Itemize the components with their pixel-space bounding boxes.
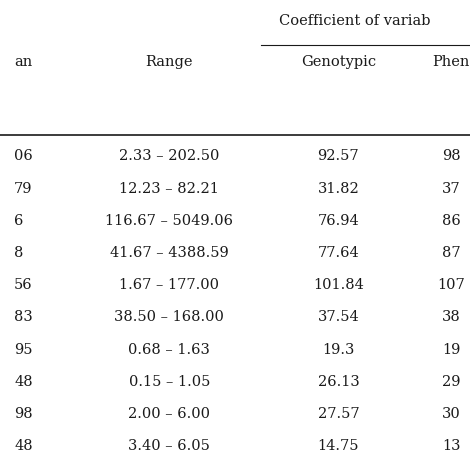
Text: Range: Range bbox=[146, 55, 193, 69]
Text: Phen: Phen bbox=[432, 55, 470, 69]
Text: 31.82: 31.82 bbox=[318, 182, 359, 196]
Text: 27.57: 27.57 bbox=[318, 407, 359, 421]
Text: an: an bbox=[14, 55, 32, 69]
Text: 13: 13 bbox=[442, 439, 460, 454]
Text: 77.64: 77.64 bbox=[318, 246, 359, 260]
Text: 98: 98 bbox=[442, 149, 461, 164]
Text: 6: 6 bbox=[14, 214, 24, 228]
Text: 76.94: 76.94 bbox=[318, 214, 359, 228]
Text: 12.23 – 82.21: 12.23 – 82.21 bbox=[119, 182, 219, 196]
Text: 95: 95 bbox=[14, 343, 33, 357]
Text: 26.13: 26.13 bbox=[318, 375, 359, 389]
Text: 86: 86 bbox=[442, 214, 461, 228]
Text: 116.67 – 5049.06: 116.67 – 5049.06 bbox=[105, 214, 233, 228]
Text: 30: 30 bbox=[442, 407, 461, 421]
Text: Genotypic: Genotypic bbox=[301, 55, 376, 69]
Text: 48: 48 bbox=[14, 439, 33, 454]
Text: 0.68 – 1.63: 0.68 – 1.63 bbox=[128, 343, 210, 357]
Text: 3.40 – 6.05: 3.40 – 6.05 bbox=[128, 439, 210, 454]
Text: 98: 98 bbox=[14, 407, 33, 421]
Text: 48: 48 bbox=[14, 375, 33, 389]
Text: 2.33 – 202.50: 2.33 – 202.50 bbox=[119, 149, 219, 164]
Text: 37.54: 37.54 bbox=[318, 310, 359, 325]
Text: Coefficient of variab: Coefficient of variab bbox=[279, 14, 430, 28]
Text: 8: 8 bbox=[14, 246, 24, 260]
Text: 2.00 – 6.00: 2.00 – 6.00 bbox=[128, 407, 210, 421]
Text: 83: 83 bbox=[14, 310, 33, 325]
Text: 19.3: 19.3 bbox=[322, 343, 355, 357]
Text: 87: 87 bbox=[442, 246, 461, 260]
Text: 29: 29 bbox=[442, 375, 460, 389]
Text: 14.75: 14.75 bbox=[318, 439, 359, 454]
Text: 0.15 – 1.05: 0.15 – 1.05 bbox=[128, 375, 210, 389]
Text: 107: 107 bbox=[438, 278, 465, 292]
Text: 06: 06 bbox=[14, 149, 33, 164]
Text: 37: 37 bbox=[442, 182, 461, 196]
Text: 92.57: 92.57 bbox=[318, 149, 359, 164]
Text: 56: 56 bbox=[14, 278, 33, 292]
Text: 38: 38 bbox=[442, 310, 461, 325]
Text: 41.67 – 4388.59: 41.67 – 4388.59 bbox=[110, 246, 228, 260]
Text: 19: 19 bbox=[442, 343, 460, 357]
Text: 79: 79 bbox=[14, 182, 33, 196]
Text: 101.84: 101.84 bbox=[313, 278, 364, 292]
Text: 38.50 – 168.00: 38.50 – 168.00 bbox=[114, 310, 224, 325]
Text: 1.67 – 177.00: 1.67 – 177.00 bbox=[119, 278, 219, 292]
